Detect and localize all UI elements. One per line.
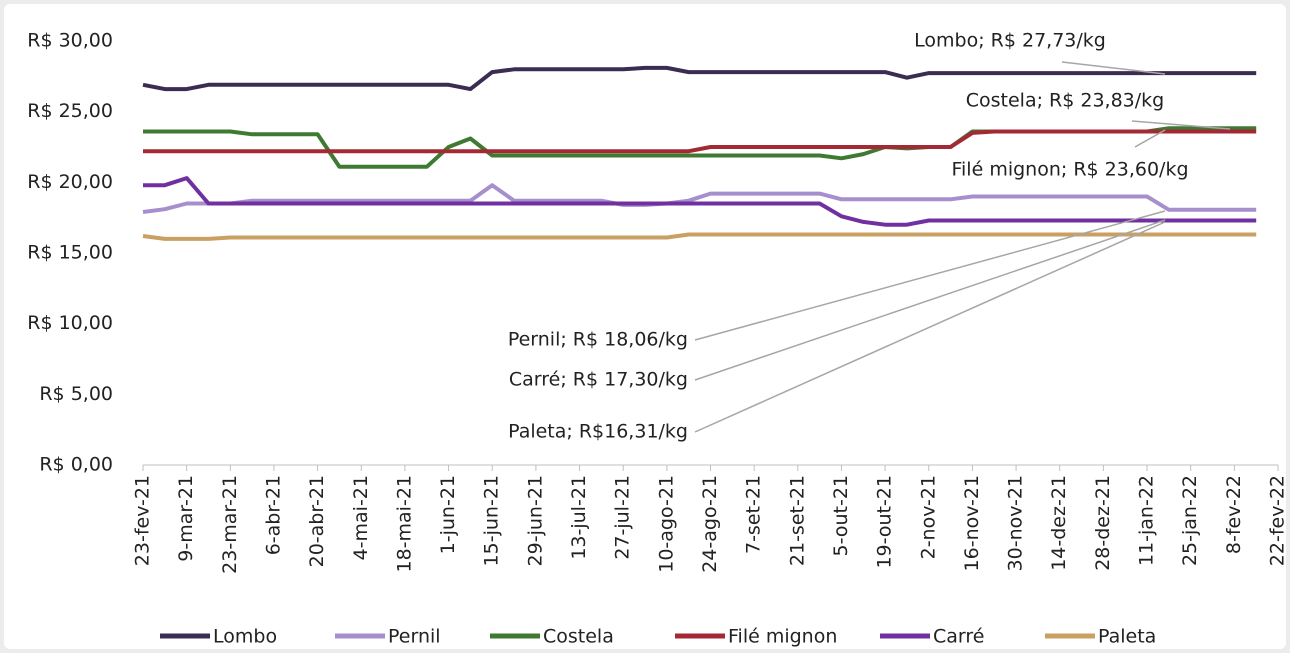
y-tick-label: R$ 15,00	[27, 242, 113, 264]
legend-label: Filé mignon	[728, 626, 837, 648]
x-tick-label: 19-out-21	[874, 475, 896, 569]
x-tick-label: 29-jun-21	[524, 475, 546, 566]
x-tick-label: 14-dez-21	[1048, 475, 1070, 571]
x-tick-label: 21-set-21	[786, 475, 808, 566]
y-tick-label: R$ 30,00	[27, 30, 113, 52]
x-tick-label: 20-abr-21	[306, 475, 328, 567]
x-tick-label: 4-mai-21	[350, 475, 372, 560]
series-line	[142, 65, 1257, 92]
x-tick-label: 30-nov-21	[1005, 475, 1027, 571]
legend-label: Costela	[543, 626, 614, 648]
legend-label: Carré	[933, 626, 984, 648]
x-tick-label: 27-jul-21	[612, 475, 634, 560]
y-tick-label: R$ 20,00	[27, 171, 113, 193]
x-tick-label: 25-jan-22	[1179, 475, 1201, 566]
annotation: Filé mignon; R$ 23,60/kg	[951, 159, 1188, 181]
annotation: Paleta; R$16,31/kg	[508, 421, 688, 443]
x-tick-label: 18-mai-21	[393, 475, 415, 573]
x-tick-label: 5-out-21	[830, 475, 852, 556]
series-line	[142, 183, 1257, 214]
leader-line	[1061, 61, 1166, 75]
leader-line	[694, 210, 1166, 341]
leader-line	[1131, 120, 1231, 130]
y-tick-label: R$ 0,00	[39, 454, 113, 476]
legend-label: Lombo	[213, 626, 277, 648]
x-tick-label: 9-mar-21	[175, 475, 197, 562]
x-tick-label: 7-set-21	[743, 475, 765, 554]
x-tick-label: 10-ago-21	[655, 475, 677, 573]
y-tick-label: R$ 25,00	[27, 100, 113, 122]
x-tick-label: 8-fev-22	[1223, 475, 1245, 554]
x-tick-label: 23-fev-21	[132, 475, 154, 566]
x-tick-label: 24-ago-21	[699, 475, 721, 573]
x-tick-label: 23-mar-21	[219, 475, 241, 574]
x-tick-label: 28-dez-21	[1092, 475, 1114, 571]
annotation: Carré; R$ 17,30/kg	[509, 369, 688, 391]
annotation: Costela; R$ 23,83/kg	[966, 90, 1164, 112]
x-tick-label: 16-nov-21	[961, 475, 983, 571]
x-tick-label: 15-jun-21	[481, 475, 503, 566]
x-tick-label: 13-jul-21	[568, 475, 590, 560]
x-tick-label: 6-abr-21	[262, 475, 284, 555]
legend-label: Paleta	[1098, 626, 1156, 648]
series-line	[143, 129, 1257, 154]
y-tick-label: R$ 5,00	[39, 383, 113, 405]
x-tick-label: 11-jan-22	[1136, 475, 1158, 566]
x-tick-label: 1-jun-21	[437, 475, 459, 554]
legend-label: Pernil	[388, 626, 441, 648]
chart-area	[4, 4, 1286, 649]
series-line	[142, 232, 1257, 241]
annotation: Pernil; R$ 18,06/kg	[508, 329, 688, 351]
series-line	[143, 176, 1257, 227]
y-tick-label: R$ 10,00	[27, 312, 113, 334]
leader-line	[1134, 129, 1166, 148]
annotation: Lombo; R$ 27,73/kg	[914, 30, 1106, 52]
x-tick-label: 22-fev-22	[1267, 475, 1289, 566]
leader-line	[694, 219, 1166, 381]
x-tick-label: 2-nov-21	[917, 475, 939, 559]
leader-line	[694, 221, 1166, 433]
